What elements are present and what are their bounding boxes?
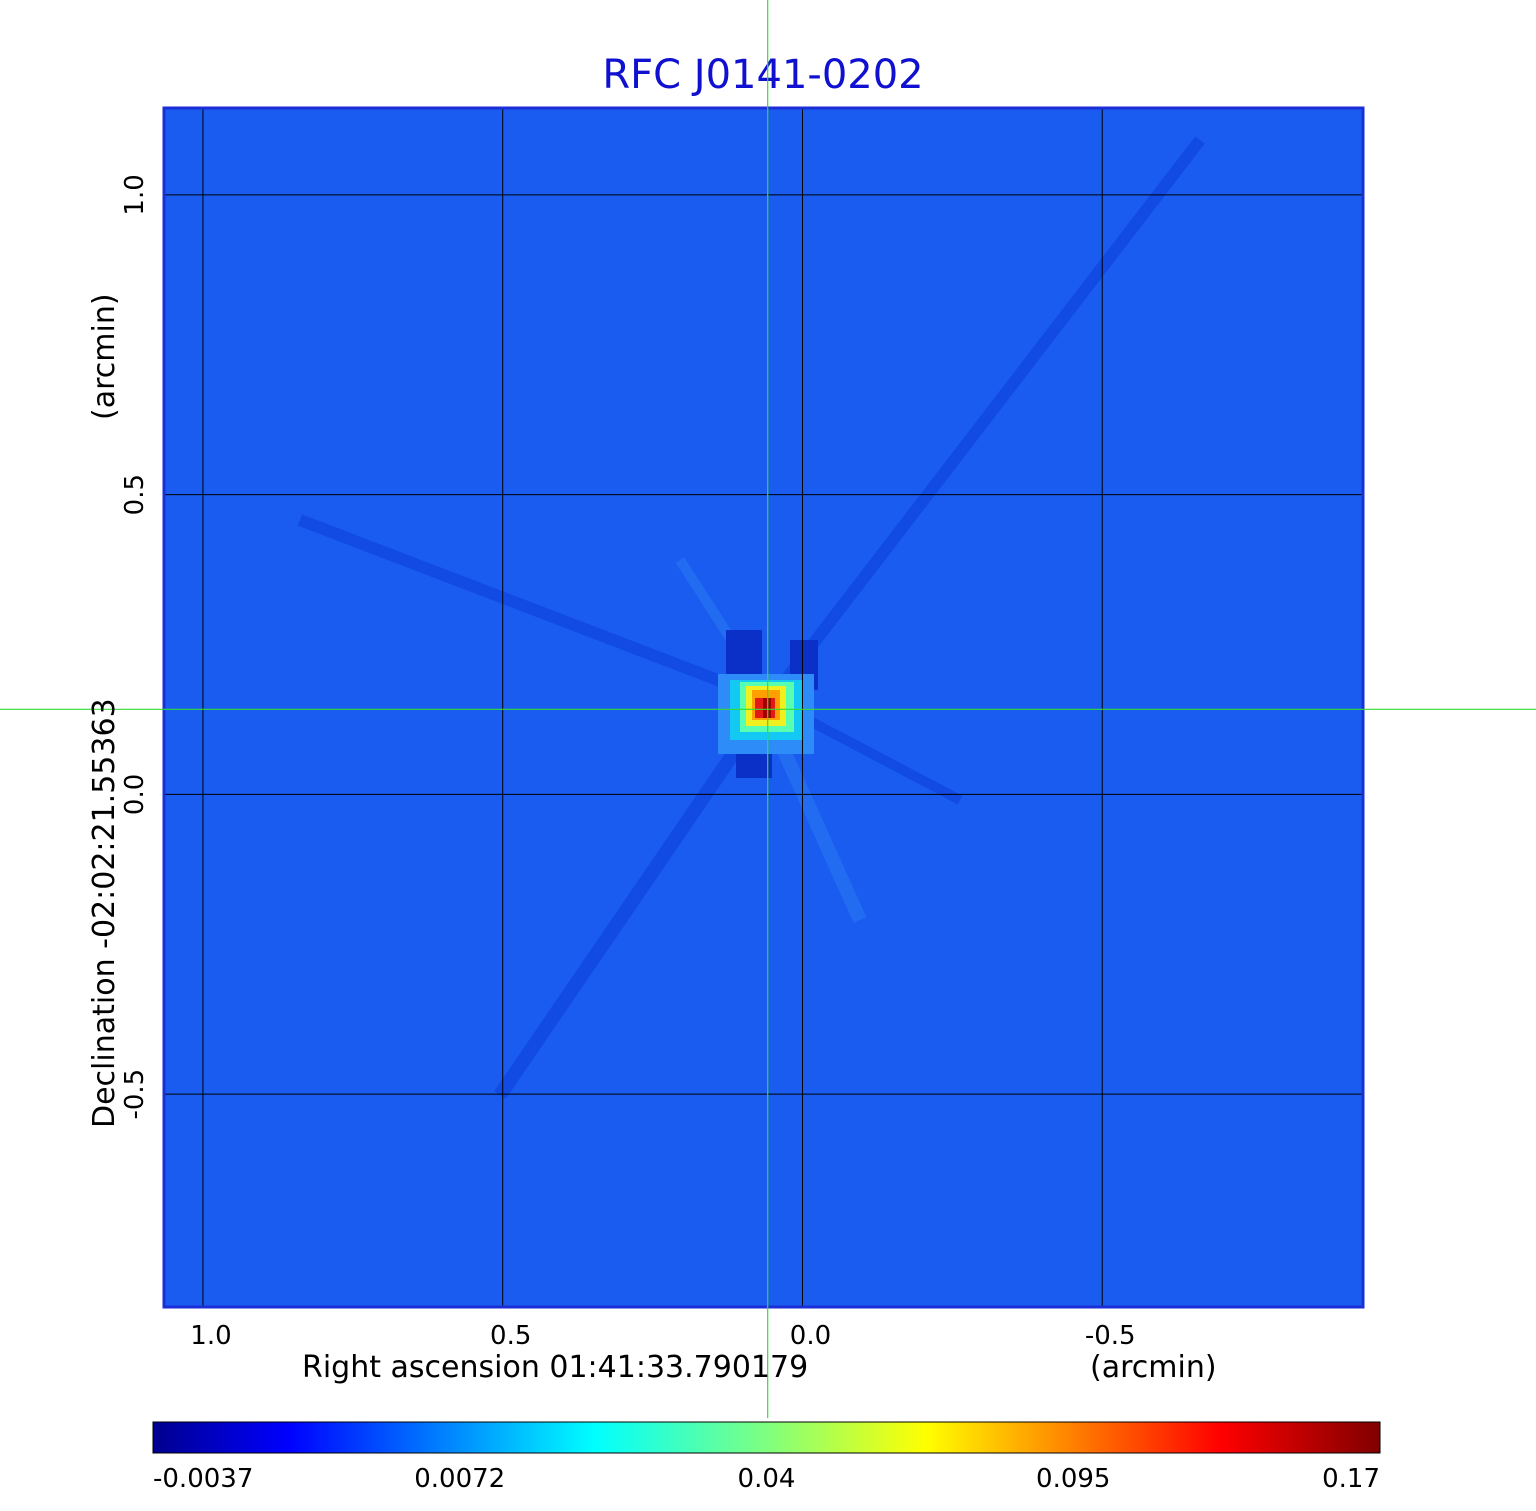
chart-title: RFC J0141-0202 [602,52,923,98]
x-tick-label: 0.0 [790,1321,831,1351]
x-axis-label: Right ascension 01:41:33.790179 [302,1350,808,1385]
y-axis-unit-label: (arcmin) [87,293,122,420]
x-tick-label: -0.5 [1085,1321,1136,1351]
x-axis-unit-label: (arcmin) [1090,1350,1217,1385]
plot-frame [162,106,1365,1309]
y-axis-label: Declination -02:02:21.55363 [87,698,122,1128]
colorbar-tick-label: 0.17 [1322,1464,1380,1494]
sidelobe-streak [494,696,776,1099]
source-peak-pixel [763,698,771,718]
sidelobe-streak [297,514,773,706]
colorbar-tick-label: -0.0037 [153,1464,253,1494]
y-tick-label: 1.0 [120,174,150,215]
y-tick-label: 0.5 [120,474,150,515]
x-tick-labels: 1.0 0.5 0.0 -0.5 [190,1321,1135,1351]
source-blob [718,630,818,778]
y-tick-label: -0.5 [120,1069,150,1120]
crosshair [0,0,1536,1418]
y-tick-label: 0.0 [120,774,150,815]
coordinate-grid [164,108,1363,1307]
colorbar-tick-labels: -0.0037 0.0072 0.04 0.095 0.17 [153,1464,1380,1494]
image-area [164,108,1363,1307]
x-tick-label: 0.5 [490,1321,531,1351]
y-tick-labels: 1.0 0.5 0.0 -0.5 [120,174,150,1119]
colorbar-tick-label: 0.095 [1036,1464,1110,1494]
sidelobe-streak [765,136,1205,704]
colorbar-tick-label: 0.0072 [414,1464,505,1494]
colorbar [152,1421,1381,1454]
colorbar-tick-label: 0.04 [738,1464,796,1494]
x-tick-label: 1.0 [190,1321,231,1351]
